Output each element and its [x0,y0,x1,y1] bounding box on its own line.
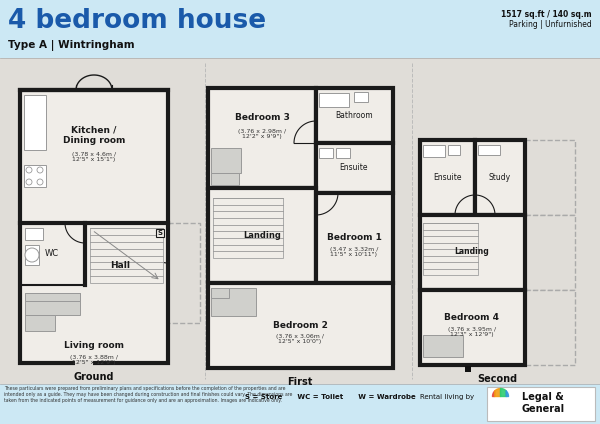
Bar [478,145,500,155]
Bar [319,148,333,158]
Text: S: S [157,230,163,236]
Text: Bedroom 1: Bedroom 1 [326,234,382,243]
Text: Legal &
General: Legal & General [522,392,565,413]
Bar [208,283,393,368]
Text: Bedroom 4: Bedroom 4 [445,312,499,321]
Bar [465,366,471,372]
Bar [475,140,525,215]
Bar [211,288,256,316]
Bar [25,293,80,301]
Text: Bathroom: Bathroom [335,111,373,120]
Text: (3.78 x 4.6m /
12'5" x 15'1"): (3.78 x 4.6m / 12'5" x 15'1") [72,152,116,162]
Text: 1517 sq.ft / 140 sq.m: 1517 sq.ft / 140 sq.m [502,10,592,19]
Bar [487,387,595,421]
Bar [423,145,445,157]
Bar [90,228,163,283]
Text: These particulars were prepared from preliminary plans and specifications before: These particulars were prepared from pre… [4,386,292,403]
Text: Type A | Wintringham: Type A | Wintringham [8,40,134,51]
Text: Rental living by: Rental living by [420,394,474,400]
Text: Ensuite: Ensuite [433,173,461,181]
Bar [354,92,368,102]
Text: Study: Study [489,173,511,181]
Bar [25,245,39,265]
Bar [316,88,393,143]
Bar [420,140,475,215]
Bar [211,148,241,173]
Bar [24,95,46,150]
Bar [525,140,575,215]
Bar [448,145,460,155]
Text: Living room: Living room [64,340,124,349]
Bar [168,223,200,323]
Text: Landing: Landing [243,231,281,240]
Text: Kitchen /
Dining room: Kitchen / Dining room [63,126,125,145]
Bar [0,58,600,384]
Text: (3.76 x 3.06m /
12'5" x 10'0"): (3.76 x 3.06m / 12'5" x 10'0") [276,334,324,344]
Bar [525,215,575,290]
Text: Second: Second [477,374,517,384]
Bar [75,361,93,367]
Bar [316,193,393,283]
Text: 4 bedroom house: 4 bedroom house [8,8,266,34]
Text: Hall: Hall [110,260,130,270]
Bar [25,315,55,331]
Text: S = Store      WC = Toilet      W = Wardrobe: S = Store WC = Toilet W = Wardrobe [245,394,416,400]
Bar [420,290,525,365]
Bar [336,148,350,158]
Text: Ground: Ground [74,372,114,382]
Text: (3.47 x 3.32m /
11'5" x 10'11"): (3.47 x 3.32m / 11'5" x 10'11") [330,247,378,257]
Text: Ensuite: Ensuite [340,164,368,173]
Bar [0,0,600,58]
Text: (3.76 x 3.88m /
12'5" x 12'9"): (3.76 x 3.88m / 12'5" x 12'9") [70,354,118,365]
Text: (3.76 x 3.95m /
12'3" x 12'9"): (3.76 x 3.95m / 12'3" x 12'9") [448,326,496,338]
Bar [316,143,393,193]
Text: (3.76 x 2.98m /
12'2" x 9'9"): (3.76 x 2.98m / 12'2" x 9'9") [238,128,286,139]
Bar [319,93,349,107]
Bar [208,188,316,283]
Bar [525,290,575,365]
Text: First: First [287,377,313,387]
Bar [25,228,43,240]
Text: Bedroom 3: Bedroom 3 [235,114,289,123]
Text: WC: WC [45,248,59,257]
Text: Bedroom 2: Bedroom 2 [272,321,328,329]
Bar [24,165,46,187]
Bar [423,223,478,275]
Bar [423,335,463,357]
Bar [208,88,316,188]
Bar [211,288,229,298]
Bar [420,215,525,290]
Circle shape [25,248,39,262]
Bar [25,293,80,315]
Bar [20,90,168,363]
Bar [0,384,600,424]
Bar [211,173,239,185]
Text: Parking | Unfurnished: Parking | Unfurnished [509,20,592,29]
Bar [213,198,283,258]
Text: Landing: Landing [455,248,490,257]
